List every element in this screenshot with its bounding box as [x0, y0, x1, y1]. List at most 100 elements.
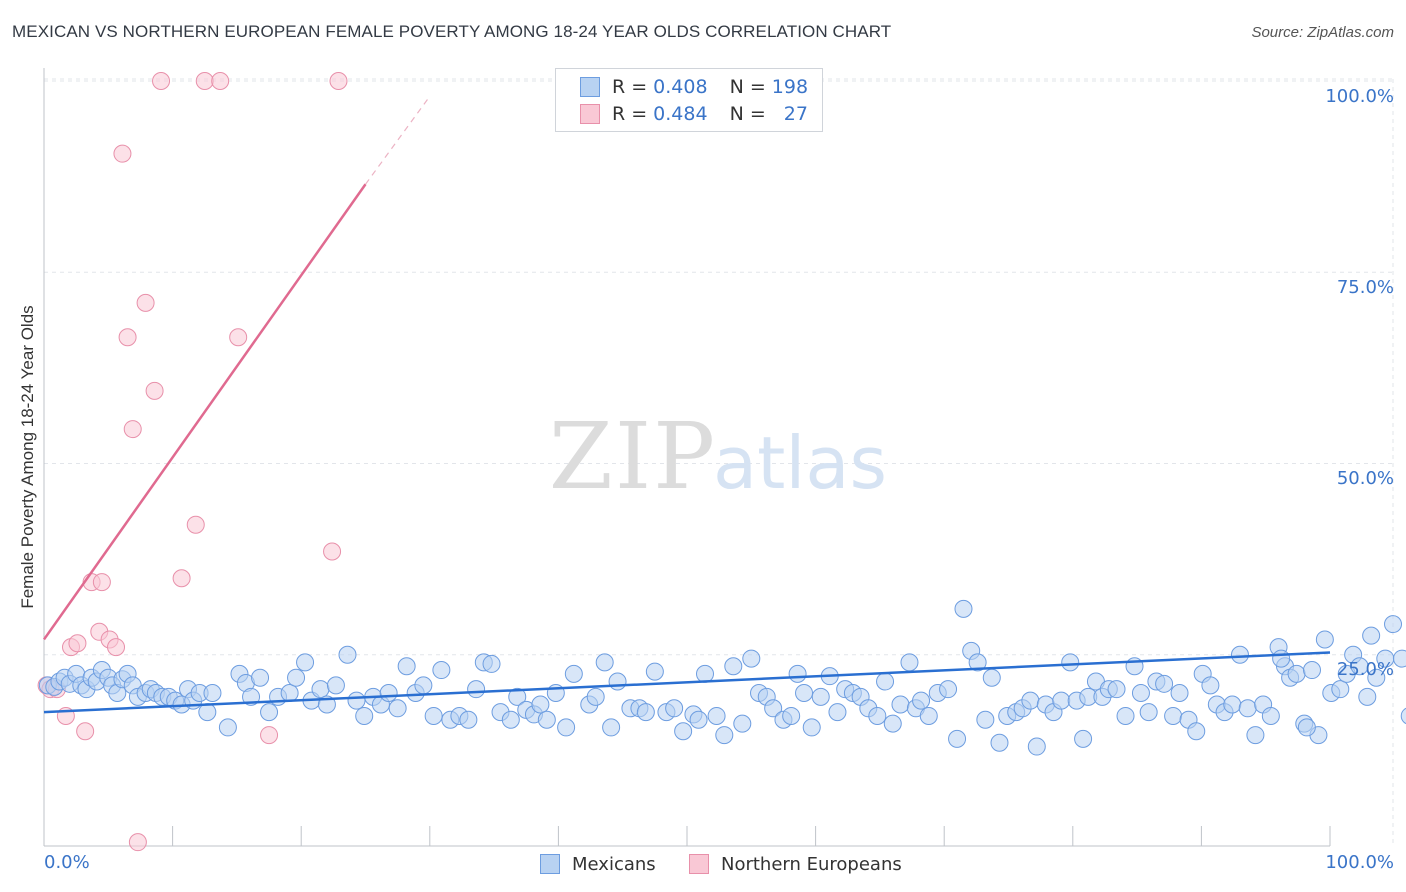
- mexicans-point: [1358, 687, 1377, 706]
- mexicans-point: [689, 710, 708, 729]
- mexicans-point: [1139, 703, 1158, 722]
- mexicans-point: [260, 703, 279, 722]
- northern-europeans-point: [172, 569, 191, 588]
- mexicans-point: [1131, 684, 1150, 702]
- mexicans-point: [1297, 718, 1316, 737]
- mexicans-point: [432, 661, 451, 680]
- mexicans-point: [1384, 615, 1403, 634]
- y-axis-label: Female Poverty Among 18-24 Year Olds: [18, 305, 37, 609]
- mexicans-legend-label: Mexicans: [572, 853, 656, 875]
- northern-europeans-point: [76, 722, 95, 741]
- mexicans-point: [1261, 706, 1280, 725]
- mexicans-point: [1107, 680, 1126, 699]
- watermark-atlas: atlas: [713, 421, 887, 505]
- mexicans-point: [424, 706, 443, 725]
- mexicans-point: [1246, 726, 1265, 745]
- trend-lines: [42, 95, 1331, 714]
- mexicans-point: [674, 722, 693, 741]
- mexicans-point: [1287, 664, 1306, 683]
- x-tick-label-min: 0.0%: [44, 852, 90, 873]
- northern-europeans-point: [186, 515, 205, 534]
- mexicans-point: [338, 645, 357, 664]
- mexicans-point: [326, 676, 345, 695]
- northern-europeans-point: [68, 634, 87, 653]
- mexicans-point: [707, 706, 726, 725]
- mexicans-point: [531, 695, 550, 714]
- mexicans-point: [876, 672, 895, 691]
- northern-europeans-point: [123, 420, 142, 439]
- mexicans-point: [891, 695, 910, 714]
- mexicans-point: [1367, 668, 1386, 687]
- stats-legend: R = 0.408 N = 198 R = 0.484 N = 27: [555, 68, 823, 132]
- mexicans-point: [1061, 653, 1080, 672]
- mexicans-point: [537, 710, 556, 729]
- mexicans-point: [954, 599, 973, 618]
- watermark-zip: ZIP: [549, 403, 717, 510]
- n-label: N =: [729, 76, 766, 98]
- mexicans-point: [595, 653, 614, 672]
- northern-europeans-legend-label: Northern Europeans: [721, 853, 902, 875]
- northern-europeans-point: [107, 638, 126, 657]
- northern-europeans-point: [152, 72, 171, 90]
- mexicans-point: [868, 706, 887, 725]
- mexicans-point: [355, 706, 374, 725]
- r-label: R =: [612, 103, 648, 125]
- mexicans-point: [802, 718, 821, 737]
- mexicans-point: [347, 691, 366, 710]
- y-tick-label-100: 100.0%: [1325, 86, 1394, 107]
- mexicans-points: [38, 599, 1406, 756]
- mexicans-point: [742, 649, 761, 668]
- mexicans-point: [696, 664, 715, 683]
- northern-europeans-point: [211, 72, 230, 90]
- northern-europeans-point: [113, 144, 132, 163]
- r-value: 0.408: [653, 76, 708, 98]
- mexicans-point: [1238, 699, 1257, 718]
- mexicans-point: [459, 710, 478, 729]
- mexicans-point: [287, 668, 306, 687]
- northern-europeans-point: [136, 293, 155, 312]
- y-tick-label-25: 25.0%: [1336, 659, 1394, 680]
- y-tick-label-50: 50.0%: [1336, 468, 1394, 489]
- northern-europeans-point: [118, 328, 137, 347]
- mexicans-point: [296, 653, 315, 672]
- northern-europeans-points: [37, 72, 348, 852]
- n-label: N =: [729, 103, 766, 125]
- mexicans-point: [782, 706, 801, 725]
- mexicans-point: [795, 684, 814, 702]
- mexicans-point: [1302, 661, 1321, 680]
- mexicans-point: [397, 657, 416, 676]
- mexicans-point: [1187, 722, 1206, 741]
- mexicans-point: [1223, 695, 1242, 714]
- mexicans-point: [508, 687, 527, 706]
- northern-europeans-point: [145, 381, 164, 400]
- mexicans-point: [586, 687, 605, 706]
- axes: [43, 68, 1331, 847]
- northern-europeans-swatch: [580, 104, 600, 124]
- northern-europeans-point: [229, 328, 248, 347]
- mexicans-point: [976, 710, 995, 729]
- bottom-legend-northern-europeans: Northern Europeans: [689, 852, 902, 876]
- mexicans-point: [665, 699, 684, 718]
- mexicans-point: [1116, 706, 1135, 725]
- northern-europeans-trend-extension: [365, 95, 431, 185]
- legend-row-northern-europeans: R = 0.484 N = 27: [580, 102, 808, 126]
- northern-europeans-point: [195, 72, 214, 90]
- mexicans-point: [1021, 691, 1040, 710]
- mexicans-point: [1074, 729, 1093, 748]
- source-label: Source: ZipAtlas.com: [1251, 24, 1394, 41]
- mexicans-point: [311, 680, 330, 699]
- mexicans-point: [564, 664, 583, 683]
- northern-europeans-point: [329, 72, 348, 90]
- mexicans-point: [1362, 626, 1381, 645]
- n-value: 27: [783, 103, 808, 125]
- mexicans-point: [1164, 706, 1183, 725]
- mexicans-point: [251, 668, 270, 687]
- mexicans-point: [764, 699, 783, 718]
- northern-europeans-point: [323, 542, 342, 561]
- mexicans-point: [1052, 691, 1071, 710]
- legend-row-mexicans: R = 0.408 N = 198: [580, 75, 808, 99]
- mexicans-point: [1400, 707, 1406, 725]
- y-tick-label-75: 75.0%: [1336, 277, 1394, 298]
- northern-europeans-point: [128, 833, 147, 852]
- x-tick-label-max: 100.0%: [1325, 852, 1394, 873]
